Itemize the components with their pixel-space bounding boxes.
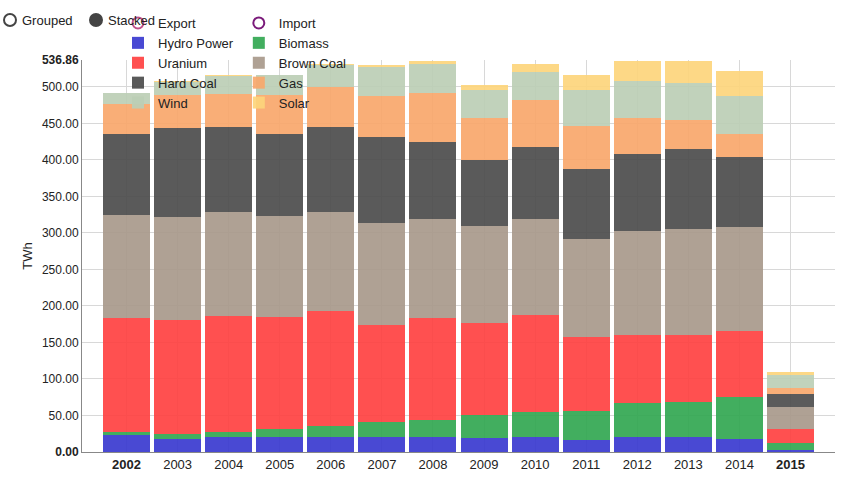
svg-text:Gas: Gas (279, 76, 303, 91)
svg-text:Import: Import (279, 16, 316, 31)
svg-text:Hard Coal: Hard Coal (158, 76, 217, 91)
svg-text:Hydro Power: Hydro Power (158, 36, 234, 51)
svg-text:Uranium: Uranium (158, 56, 207, 71)
svg-text:2009: 2009 (470, 457, 499, 472)
svg-text:2014: 2014 (725, 457, 754, 472)
svg-text:350.00: 350.00 (42, 190, 79, 204)
svg-text:250.00: 250.00 (42, 263, 79, 277)
svg-text:536.86: 536.86 (42, 53, 79, 67)
svg-text:2004: 2004 (214, 457, 243, 472)
svg-text:Solar: Solar (279, 96, 310, 111)
svg-text:2012: 2012 (623, 457, 652, 472)
svg-text:TWh: TWh (20, 242, 35, 269)
svg-text:100.00: 100.00 (42, 372, 79, 386)
svg-text:150.00: 150.00 (42, 336, 79, 350)
svg-text:2008: 2008 (418, 457, 447, 472)
svg-text:Brown Coal: Brown Coal (279, 56, 346, 71)
svg-text:Wind: Wind (158, 96, 188, 111)
svg-text:2010: 2010 (521, 457, 550, 472)
svg-text:2002: 2002 (112, 457, 141, 472)
svg-text:2011: 2011 (572, 457, 600, 472)
svg-text:2003: 2003 (163, 457, 192, 472)
svg-text:400.00: 400.00 (42, 153, 79, 167)
svg-text:Stacked: Stacked (108, 13, 155, 28)
svg-text:300.00: 300.00 (42, 226, 79, 240)
svg-text:2006: 2006 (316, 457, 345, 472)
svg-text:Grouped: Grouped (22, 13, 73, 28)
svg-text:450.00: 450.00 (42, 117, 79, 131)
svg-text:Biomass: Biomass (279, 36, 329, 51)
svg-text:2015: 2015 (776, 457, 805, 472)
svg-text:2005: 2005 (265, 457, 294, 472)
svg-text:500.00: 500.00 (42, 80, 79, 94)
svg-text:50.00: 50.00 (49, 409, 79, 423)
svg-text:2007: 2007 (367, 457, 396, 472)
svg-text:0.00: 0.00 (55, 445, 79, 459)
svg-text:2013: 2013 (674, 457, 703, 472)
svg-text:200.00: 200.00 (42, 299, 79, 313)
svg-text:Export: Export (158, 16, 196, 31)
